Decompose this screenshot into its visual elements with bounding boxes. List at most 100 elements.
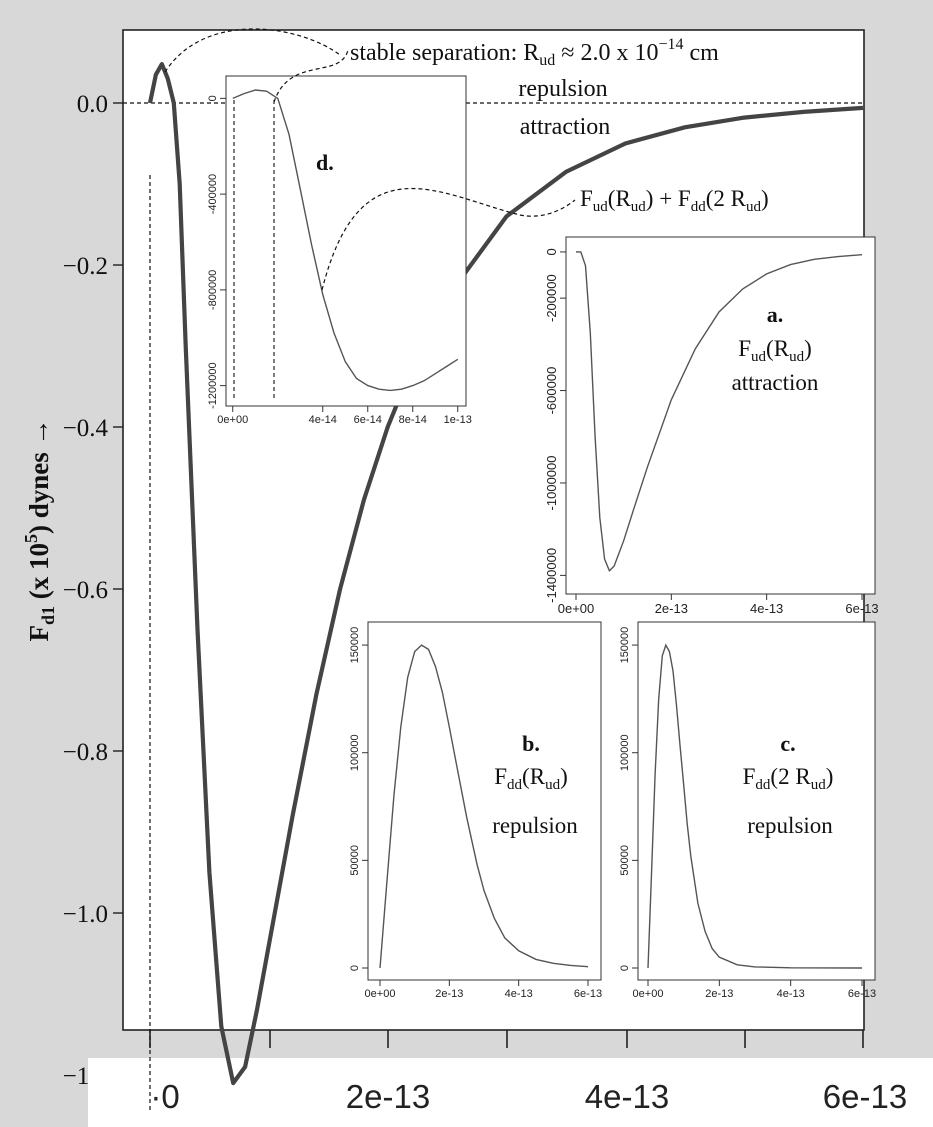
inset-c-label: c. xyxy=(780,731,795,756)
inset-a-label: a. xyxy=(767,302,784,327)
inset-c-frame xyxy=(637,621,876,981)
inset-y-tick-label: -1200000 xyxy=(207,362,219,409)
y-title-mid: (x 10 xyxy=(24,543,54,606)
inset-y-tick-label: -1000000 xyxy=(544,455,559,510)
inset-x-tick-label: 0e+00 xyxy=(633,988,664,1000)
inset-y-tick-label: 100000 xyxy=(349,734,361,771)
inset-y-tick-label: -600000 xyxy=(544,367,559,415)
stable-leader-line-2 xyxy=(273,49,349,103)
inset-a-paren-open: ( xyxy=(766,336,774,361)
inset-b-label: b. xyxy=(522,731,540,756)
inset-c-word: repulsion xyxy=(747,813,833,838)
inset-a-series-line xyxy=(576,251,863,573)
inset-y-tick-label: 0 xyxy=(207,95,219,101)
inset-c-paren-open: ( xyxy=(770,764,778,789)
inset-b-caption: Fdd(Rud) xyxy=(494,764,567,793)
inset-x-tick-label: 1e-13 xyxy=(444,414,472,426)
inset-x-tick-label: 0e+00 xyxy=(217,414,248,426)
inset-x-tick-label: 4e-13 xyxy=(750,601,783,616)
main-y-axis: 0.0−0.2−0.4−0.6−0.8−1.0−1.2 xyxy=(63,91,123,1090)
inset-y-tick-label: -200000 xyxy=(544,274,559,322)
sum-force-annotation: Fud(Rud) + Fdd(2 Rud) xyxy=(580,186,769,215)
sum-a2-sub: ud xyxy=(746,199,762,215)
inset-b-arg: R xyxy=(530,764,546,789)
main-x-tick-label: 2e-13 xyxy=(346,1078,430,1115)
inset-c-paren-close: ) xyxy=(826,764,834,789)
y-title-end: ) dynes → xyxy=(24,418,54,534)
inset-d-series-line xyxy=(232,89,459,392)
y-title-sup: 5 xyxy=(21,534,41,543)
inset-c-axes: 0 50000 100000 150000 0e+00 2e-13 4e-13 6e-13 xyxy=(619,627,876,1000)
main-y-tick-label: −0.8 xyxy=(63,739,108,766)
inset-y-tick-label: 0 xyxy=(544,248,559,255)
main-y-tick-label: −0.4 xyxy=(63,415,109,442)
stable-sub: ud xyxy=(539,52,555,69)
inset-a-frame xyxy=(565,236,876,595)
inset-y-tick-label: -400000 xyxy=(207,174,219,214)
sum-a1-sub: ud xyxy=(631,199,647,215)
inset-y-tick-label: 50000 xyxy=(349,845,361,876)
main-x-axis xyxy=(149,1030,864,1048)
inset-a-word: attraction xyxy=(732,370,819,395)
inset-x-tick-label: 6e-14 xyxy=(354,414,382,426)
inset-x-tick-label: 8e-14 xyxy=(399,414,427,426)
inset-c-arg: 2 R xyxy=(778,764,811,789)
inset-b-frame xyxy=(367,621,602,981)
main-y-tick-label: −0.6 xyxy=(63,577,108,604)
sum-F1: F xyxy=(580,186,593,211)
sum-a1: (R xyxy=(608,186,632,211)
inset-y-tick-label: -1400000 xyxy=(544,548,559,603)
inset-x-tick-label: 4e-13 xyxy=(777,988,805,1000)
main-x-tick-label: 4e-13 xyxy=(585,1078,669,1115)
inset-d-label: d. xyxy=(316,150,334,175)
inset-a-arg-sub: ud xyxy=(789,349,805,365)
stable-leader-line-1 xyxy=(164,28,341,73)
sum-a2: (2 R xyxy=(706,186,747,211)
inset-y-tick-label: 50000 xyxy=(619,845,631,876)
main-x-tick-label: 6e-13 xyxy=(823,1078,907,1115)
inset-x-tick-label: 0e+00 xyxy=(365,988,396,1000)
stable-end: cm xyxy=(683,40,719,66)
sum-F1-sub: ud xyxy=(593,199,609,215)
inset-a-caption: Fud(Rud) xyxy=(738,336,811,365)
inset-c-caption: Fdd(2 Rud) xyxy=(743,764,834,793)
stable-sup: −14 xyxy=(658,36,683,53)
sum-mid: ) + F xyxy=(646,186,691,211)
inset-b-word: repulsion xyxy=(492,813,578,838)
stable-separation-annotation: stable separation: Rud ≈ 2.0 x 10−14 cm xyxy=(350,36,719,69)
inset-a-arg: R xyxy=(774,336,790,361)
y-title-sub: d1 xyxy=(38,606,58,625)
inset-b-axes: 0 50000 100000 150000 0e+00 2e-13 4e-13 6e-13 xyxy=(349,627,602,1000)
main-y-axis-title: Fd1 (x 105) dynes → xyxy=(21,418,58,641)
inset-y-tick-label: 100000 xyxy=(619,734,631,771)
inset-x-tick-label: 2e-13 xyxy=(705,988,733,1000)
main-y-tick-label: −1.0 xyxy=(63,901,108,928)
y-title-F: F xyxy=(24,625,54,642)
inset-a-F-sub: ud xyxy=(751,349,767,365)
inset-y-tick-label: 150000 xyxy=(619,627,631,664)
main-y-tick-label: −0.2 xyxy=(63,253,108,280)
inset-c-F-sub: dd xyxy=(755,777,771,793)
inset-x-tick-label: 6e-13 xyxy=(574,988,602,1000)
sum-leader-line xyxy=(321,187,576,291)
inset-x-tick-label: 6e-13 xyxy=(848,988,876,1000)
inset-x-tick-label: 2e-13 xyxy=(655,601,688,616)
inset-a-F: F xyxy=(738,336,751,361)
inset-b-series-line xyxy=(379,644,589,969)
main-y-tick-label: 0.0 xyxy=(77,91,108,118)
inset-d-frame xyxy=(225,75,467,407)
inset-d-axes: 0 -400000 -800000 -1200000 0e+00 4e-14 6e-14 8e… xyxy=(207,95,472,426)
inset-b-paren-open: ( xyxy=(522,764,530,789)
inset-a-paren-close: ) xyxy=(804,336,812,361)
inset-x-tick-label: 0e+00 xyxy=(558,601,595,616)
inset-x-tick-label: 4e-14 xyxy=(309,414,337,426)
inset-y-tick-label: 0 xyxy=(619,965,631,971)
stable-mid: ≈ 2.0 x 10 xyxy=(555,40,658,66)
stable-prefix: stable separation: R xyxy=(350,40,539,66)
sum-F2-sub: dd xyxy=(691,199,707,215)
attraction-annotation: attraction xyxy=(520,114,611,140)
inset-b-F: F xyxy=(494,764,507,789)
inset-x-tick-label: 4e-13 xyxy=(505,988,533,1000)
